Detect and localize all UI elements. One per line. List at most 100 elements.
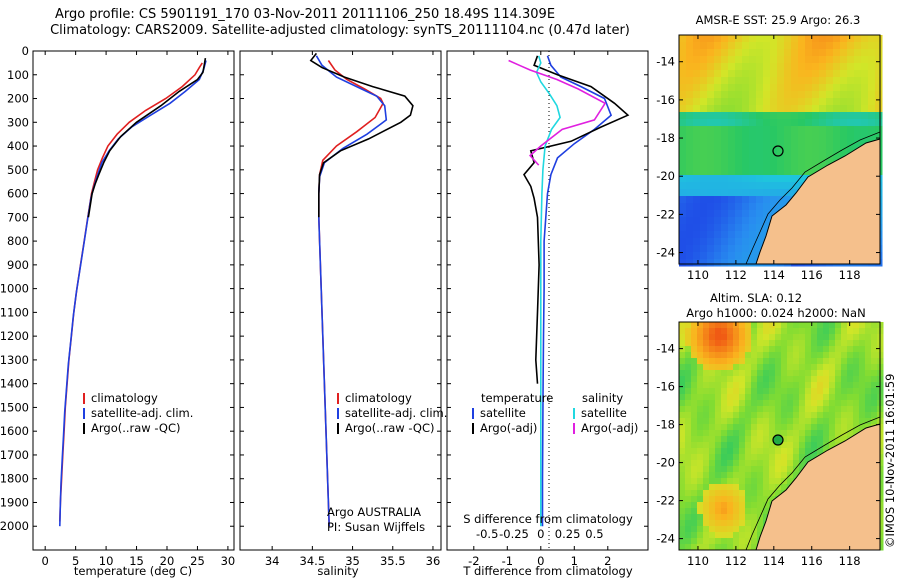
heatmap-cell: [703, 454, 710, 461]
heatmap-cell: [697, 394, 704, 401]
heatmap-cell: [777, 182, 785, 190]
heatmap-cell: [763, 168, 771, 176]
heatmap-cell: [728, 168, 736, 176]
heatmap-cell: [733, 538, 740, 545]
heatmap-cell: [714, 119, 722, 127]
heatmap-cell: [847, 406, 854, 413]
heatmap-cell: [693, 175, 701, 183]
heatmap-cell: [854, 84, 862, 92]
heatmap-cell: [735, 252, 743, 260]
heatmap-cell: [805, 98, 813, 106]
heatmap-cell: [757, 394, 764, 401]
heatmap-cell: [840, 77, 848, 85]
heatmap-cell: [799, 430, 806, 437]
heatmap-cell: [728, 49, 736, 57]
heatmap-cell: [709, 448, 716, 455]
heatmap-cell: [727, 508, 734, 515]
heatmap-cell: [840, 63, 848, 71]
heatmap-cell: [742, 84, 750, 92]
heatmap-cell: [756, 161, 764, 169]
heatmap-cell: [714, 98, 722, 106]
heatmap-cell: [853, 382, 860, 389]
heatmap-cell: [875, 84, 883, 92]
heatmap-cell: [791, 112, 799, 120]
heatmap-cell: [805, 340, 812, 347]
s-difference-xlabel: S difference from climatology: [463, 512, 633, 526]
heatmap-cell: [841, 400, 848, 407]
heatmap-cell: [703, 394, 710, 401]
heatmap-cell: [811, 418, 818, 425]
heatmap-cell: [865, 334, 872, 341]
heatmap-cell: [721, 490, 728, 497]
heatmap-cell: [756, 140, 764, 148]
heatmap-cell: [714, 147, 722, 155]
heatmap-cell: [833, 91, 841, 99]
heatmap-cell: [685, 358, 692, 365]
heatmap-cell: [721, 49, 729, 57]
heatmap-cell: [791, 168, 799, 176]
heatmap-cell: [679, 466, 686, 473]
heatmap-cell: [721, 532, 728, 539]
heatmap-cell: [812, 140, 820, 148]
heatmap-cell: [686, 112, 694, 120]
heatmap-cell: [679, 84, 687, 92]
heatmap-cell: [875, 112, 883, 120]
heatmap-cell: [679, 112, 687, 120]
heatmap-cell: [745, 472, 752, 479]
heatmap-cell: [819, 119, 827, 127]
heatmap-cell: [679, 161, 687, 169]
heatmap-cell: [707, 196, 715, 204]
heatmap-cell: [745, 490, 752, 497]
heatmap-cell: [679, 133, 687, 141]
heatmap-cell: [861, 126, 869, 134]
heatmap-cell: [707, 259, 715, 267]
heatmap-cell: [721, 105, 729, 113]
heatmap-cell: [791, 126, 799, 134]
heatmap-cell: [770, 175, 778, 183]
heatmap-cell: [775, 370, 782, 377]
heatmap-cell: [823, 358, 830, 365]
map-y-tick-label: -20: [656, 169, 675, 183]
heatmap-cell: [841, 430, 848, 437]
heatmap-cell: [787, 406, 794, 413]
series-line-argo-raw-qc-: [87, 57, 207, 218]
heatmap-cell: [757, 496, 764, 503]
heatmap-cell: [728, 175, 736, 183]
heatmap-cell: [793, 448, 800, 455]
heatmap-cell: [751, 454, 758, 461]
heatmap-cell: [835, 358, 842, 365]
heatmap-cell: [805, 364, 812, 371]
heatmap-cell: [686, 217, 694, 225]
heatmap-cell: [861, 42, 869, 50]
heatmap-cell: [715, 502, 722, 509]
heatmap-cell: [745, 388, 752, 395]
heatmap-cell: [756, 245, 764, 253]
heatmap-cell: [745, 460, 752, 467]
heatmap-cell: [703, 382, 710, 389]
heatmap-cell: [823, 340, 830, 347]
heatmap-cell: [835, 436, 842, 443]
heatmap-cell: [812, 84, 820, 92]
heatmap-cell: [798, 63, 806, 71]
heatmap-cell: [770, 63, 778, 71]
s-diff-tick-label: 0.25: [555, 527, 581, 541]
heatmap-cell: [686, 259, 694, 267]
heatmap-cell: [875, 98, 883, 106]
heatmap-cell: [745, 538, 752, 545]
heatmap-cell: [749, 203, 757, 211]
heatmap-cell: [781, 340, 788, 347]
heatmap-cell: [793, 424, 800, 431]
heatmap-cell: [875, 42, 883, 50]
heatmap-cell: [763, 508, 770, 515]
heatmap-cell: [735, 224, 743, 232]
heatmap-cell: [775, 328, 782, 335]
heatmap-cell: [691, 520, 698, 527]
heatmap-cell: [859, 328, 866, 335]
heatmap-cell: [777, 140, 785, 148]
heatmap-cell: [679, 376, 686, 383]
heatmap-cell: [875, 91, 883, 99]
heatmap-cell: [709, 388, 716, 395]
heatmap-cell: [777, 154, 785, 162]
heatmap-cell: [875, 126, 883, 134]
sla-shelf-contour: [745, 416, 881, 551]
